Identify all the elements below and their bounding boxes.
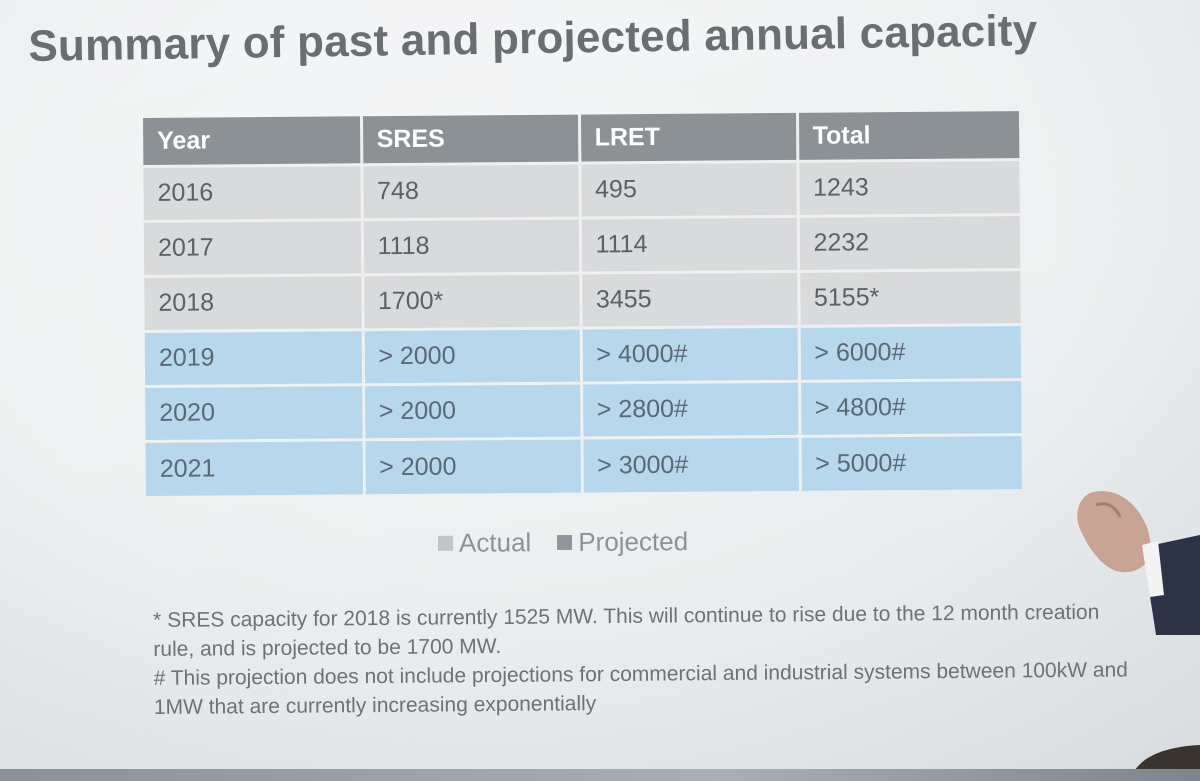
table-header-row: Year SRES LRET Total <box>143 111 1020 166</box>
header-lret: LRET <box>578 112 798 163</box>
table-row: 2018 1700* 3455 5155* <box>144 269 1021 331</box>
cell-total: > 4800# <box>799 379 1022 436</box>
cell-total: 5155* <box>798 269 1021 326</box>
table-row: 2017 1118 1114 2232 <box>143 214 1021 276</box>
slide-bottom-bar <box>0 769 1200 781</box>
footnotes: * SRES capacity for 2018 is currently 15… <box>153 597 1144 722</box>
header-sres: SRES <box>360 114 580 165</box>
table-legend: Actual Projected <box>437 526 688 559</box>
actual-swatch-icon <box>437 535 454 551</box>
capacity-table: Year SRES LRET Total 2016 748 495 1243 2… <box>143 111 1022 496</box>
cell-year: 2020 <box>145 384 364 441</box>
footnote-sres: * SRES capacity for 2018 is currently 15… <box>153 600 1100 661</box>
cell-sres: > 2000 <box>363 437 582 495</box>
cell-year: 2016 <box>143 164 362 221</box>
table-row: 2021 > 2000 > 3000# > 5000# <box>145 434 1022 496</box>
table-row: 2020 > 2000 > 2800# > 4800# <box>145 379 1022 441</box>
cell-year: 2021 <box>145 439 364 496</box>
cell-sres: > 2000 <box>363 382 582 440</box>
cell-total: > 6000# <box>798 324 1022 381</box>
presenter-hand-icon <box>1077 491 1200 635</box>
header-year: Year <box>143 116 362 166</box>
legend-item-projected: Projected <box>557 526 688 558</box>
cell-year: 2019 <box>144 329 364 386</box>
cell-year: 2018 <box>144 274 363 331</box>
cell-sres: > 2000 <box>362 327 582 385</box>
cell-sres: 1118 <box>361 217 581 275</box>
legend-actual-label: Actual <box>458 527 532 558</box>
cell-lret: > 2800# <box>581 380 800 438</box>
table-row: 2019 > 2000 > 4000# > 6000# <box>144 324 1022 386</box>
cell-lret: 495 <box>579 160 798 218</box>
footnote-projection: # This projection does not include proje… <box>153 658 1128 719</box>
cell-sres: 1700* <box>362 272 581 330</box>
cell-year: 2017 <box>143 219 363 276</box>
cell-sres: 748 <box>361 162 580 220</box>
legend-projected-label: Projected <box>578 526 689 557</box>
slide-title: Summary of past and projected annual cap… <box>28 6 1038 71</box>
cell-total: 2232 <box>797 214 1021 271</box>
projected-swatch-icon <box>557 534 573 551</box>
table-row: 2016 748 495 1243 <box>143 159 1020 221</box>
cell-total: > 5000# <box>799 434 1022 491</box>
cell-total: 1243 <box>797 159 1020 216</box>
cell-lret: > 4000# <box>580 325 800 383</box>
cell-lret: 1114 <box>579 215 799 273</box>
cell-lret: 3455 <box>580 270 799 328</box>
header-total: Total <box>796 111 1020 161</box>
legend-item-actual: Actual <box>437 527 532 559</box>
cell-lret: > 3000# <box>581 435 800 493</box>
capacity-table-container: Year SRES LRET Total 2016 748 495 1243 2… <box>143 111 1022 496</box>
